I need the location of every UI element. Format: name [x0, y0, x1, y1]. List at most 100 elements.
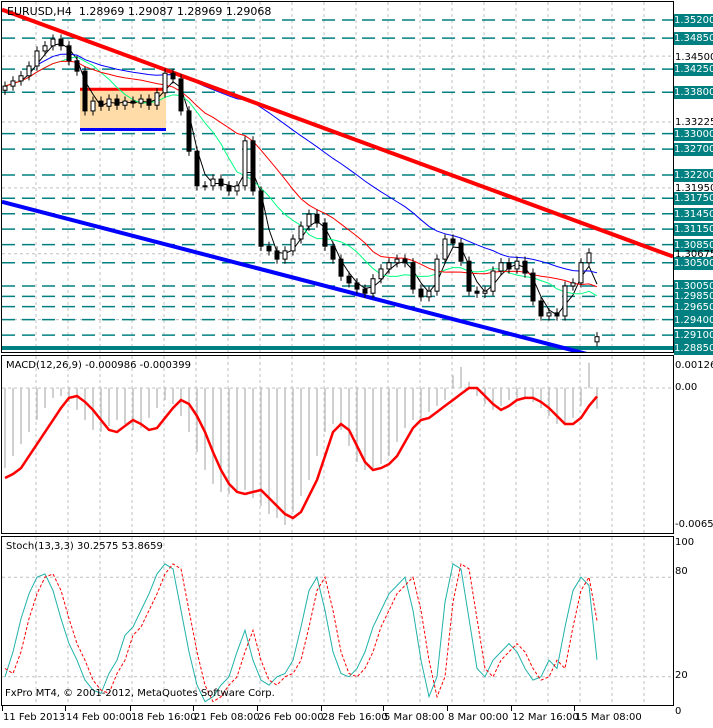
price-level-label: 1.31450 — [674, 207, 713, 221]
bull-candle — [306, 213, 312, 227]
price-level-label: 1.34850 — [674, 32, 713, 46]
blue-trendline — [2, 199, 588, 352]
bear-candle — [178, 78, 184, 112]
price-level-label: 1.30050 — [674, 279, 713, 293]
chart-title: EURUSD,H4 1.28969 1.29087 1.28969 1.2906… — [7, 5, 271, 18]
bull-candle — [298, 225, 304, 240]
copyright-label: FxPro MT4, © 2001-2012, MetaQuotes Softw… — [5, 688, 275, 699]
bull-candle — [50, 38, 56, 47]
stochastic-title: Stoch(13,3,3) 30.2575 53.8659 — [6, 541, 163, 552]
price-level-label: 1.30500 — [674, 256, 713, 270]
bear-candle — [74, 60, 80, 72]
price-level-label: 1.29100 — [674, 329, 713, 343]
bull-candle — [546, 312, 552, 317]
bear-candle — [354, 282, 360, 290]
bull-candle — [482, 290, 488, 294]
bull-candle — [370, 278, 376, 294]
time-axis-tick — [383, 706, 384, 711]
bull-candle — [386, 262, 392, 270]
stoch-axis-tick: 0 — [675, 706, 682, 717]
bull-candle — [378, 268, 384, 280]
bear-candle — [554, 312, 560, 317]
bull-candle — [434, 258, 440, 292]
bull-candle — [26, 65, 32, 77]
price-level-label: 1.35200 — [674, 14, 713, 27]
bear-candle — [530, 272, 536, 302]
bull-candle — [138, 98, 144, 104]
time-axis-label: 12 Mar 16:00 — [512, 712, 579, 723]
bull-candle — [290, 238, 296, 252]
bull-candle — [578, 262, 584, 284]
ohlc-readout: 1.28969 1.29087 1.28969 1.29068 — [78, 5, 272, 18]
bear-candle — [402, 258, 408, 264]
bull-candle — [162, 72, 168, 94]
bear-candle — [258, 190, 264, 247]
price-axis-tick: 1.30675 — [675, 249, 713, 260]
stoch-signal-line — [4, 563, 598, 703]
ma-black-line — [4, 43, 598, 316]
bear-candle — [98, 100, 104, 107]
bull-candle — [10, 80, 16, 87]
bear-candle — [194, 150, 200, 187]
bear-candle — [274, 250, 280, 260]
stoch-axis-tick: 80 — [675, 566, 688, 577]
price-level-label: 1.31150 — [674, 223, 713, 237]
stoch-main-line — [4, 563, 598, 703]
time-axis-tick — [193, 706, 194, 711]
bull-candle — [426, 290, 432, 298]
bear-candle — [466, 260, 472, 292]
ma-blue-line — [36, 53, 598, 274]
time-axis-label: 26 Feb 00:00 — [258, 712, 324, 723]
bear-candle — [522, 260, 528, 274]
bear-candle — [314, 213, 320, 224]
time-axis-label: 8 Mar 00:00 — [448, 712, 509, 723]
bear-candle — [266, 245, 272, 252]
price-level-label: 1.31750 — [674, 192, 713, 206]
macd-axis-tick: 0.00 — [675, 382, 698, 393]
time-axis-tick — [321, 706, 322, 711]
macd-axis-tick: -0.00650 — [675, 519, 713, 530]
bull-candle — [562, 285, 568, 317]
price-level-label: 1.30850 — [674, 238, 713, 252]
bull-candle — [442, 238, 448, 260]
price-level-label: 1.33000 — [674, 127, 713, 141]
macd-canvas — [2, 356, 673, 533]
bull-candle — [498, 262, 504, 272]
stoch-axis-tick: 100 — [675, 537, 695, 548]
bear-candle — [130, 100, 136, 104]
price-chart-canvas — [2, 2, 673, 352]
price-level-label: 1.29850 — [674, 290, 713, 304]
bull-candle — [586, 252, 592, 264]
bull-candle — [34, 50, 40, 67]
time-axis-tick — [65, 706, 66, 711]
bull-candle — [570, 282, 576, 287]
stochastic-panel[interactable]: Stoch(13,3,3) 30.2575 53.8659 — [1, 536, 674, 706]
time-axis-label: 18 Feb 16:00 — [131, 712, 197, 723]
bull-candle — [2, 85, 8, 91]
price-axis-tick: 1.33225 — [675, 117, 713, 128]
bear-candle — [330, 245, 336, 260]
bear-candle — [218, 178, 224, 187]
bull-candle — [90, 100, 96, 112]
bear-candle — [458, 242, 464, 262]
bull-candle — [234, 185, 240, 192]
price-chart-panel[interactable]: EURUSD,H4 1.28969 1.29087 1.28969 1.2906… — [1, 1, 674, 353]
price-level-label: 1.32200 — [674, 168, 713, 182]
bull-candle — [154, 92, 160, 106]
bear-candle — [66, 45, 72, 62]
time-axis-tick — [511, 706, 512, 711]
macd-panel[interactable]: MACD(12,26,9) -0.000986 -0.000399 — [1, 355, 674, 534]
bear-candle — [250, 140, 256, 192]
bear-candle — [146, 98, 152, 106]
time-axis-label: 11 Feb 2013 — [3, 712, 66, 723]
bear-candle — [58, 38, 64, 47]
macd-axis-tick: 0.001263 — [675, 360, 713, 371]
bull-candle — [490, 270, 496, 292]
bear-candle — [538, 300, 544, 317]
bear-candle — [82, 70, 88, 112]
bear-candle — [506, 262, 512, 270]
time-axis-label: 15 Mar 08:00 — [575, 712, 642, 723]
price-level-label: 1.28850 — [674, 341, 713, 355]
bull-candle — [210, 178, 216, 187]
bull-candle — [202, 185, 208, 188]
